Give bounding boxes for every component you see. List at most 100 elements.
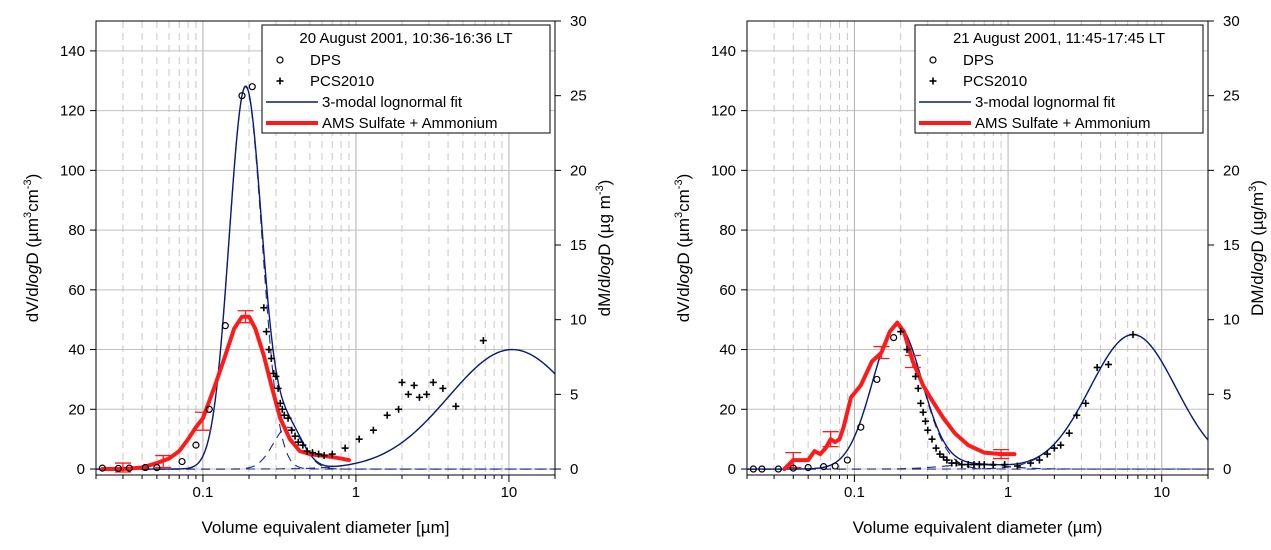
pcs-point [415,393,423,401]
y-tick-label: 140 [60,43,85,60]
pcs-point [952,459,960,467]
dps-point [819,463,828,471]
pcs-point [1013,462,1021,470]
y-tick-label: 80 [719,222,736,239]
pcs-point [1129,331,1137,339]
pcs-point [265,346,273,354]
pcs-point [897,328,905,336]
pcs-point [1001,461,1009,469]
pcs-point [294,438,302,446]
y2-tick-label: 25 [570,88,587,105]
fit-total-curve [96,85,555,470]
ams-error-bar [155,454,172,469]
pcs-point [958,461,966,469]
pcs-point [914,384,922,392]
y-tick-label: 100 [60,162,85,179]
x-tick-label: 1 [1004,484,1012,501]
pcs-point [308,449,316,457]
pcs-point [919,408,927,416]
data-layer [96,83,555,473]
y-tick-label: 80 [68,222,85,239]
legend-label: DPS [963,52,994,69]
x-tick-label: 0.1 [193,484,214,501]
pcs-point [928,435,936,443]
pcs-point [291,432,299,440]
y2-tick-label: 20 [570,162,587,179]
fit-mode-1-curve [96,86,555,470]
pcs-point [262,328,270,336]
y2-tick-label: 0 [1223,461,1231,478]
dps-point [192,441,200,449]
pcs-point [278,405,286,413]
pcs-point [912,372,920,380]
ams-error-bar [822,431,839,448]
pcs-point [1035,456,1043,464]
dps-point [221,322,229,330]
pcs-point [423,390,431,398]
pcs-point [429,378,437,386]
pcs-point [267,355,275,363]
pcs-point [341,444,349,452]
y2-tick-label: 30 [570,13,587,30]
y2-tick-label: 15 [1223,237,1240,254]
legend-label: DPS [310,52,341,69]
y2-axis-title: dM/dlogD (µg m-3) [594,180,614,317]
y-axis-title: dV/dlogD (µm3cm-3) [22,174,42,323]
x-axis-title: Volume equivalent diameter [µm] [202,518,450,537]
dps-point [843,456,851,464]
ams-error-bar [873,345,890,360]
pcs-point [272,372,280,380]
pcs-point [369,426,377,434]
chart-title: 21 August 2001, 11:45-17:45 LT [953,30,1165,47]
x-tick-label: 0.1 [844,484,865,501]
dps-point [831,462,839,470]
plot-frame [746,20,1209,476]
dps-point [758,465,766,473]
y-tick-label: 60 [68,282,85,299]
ams-error-bar [904,354,921,369]
legend: 20 August 2001, 10:36-16:36 LT DPS PCS2010… [261,24,551,134]
pcs-point [320,452,328,460]
dps-point [804,463,812,472]
dps-point [857,423,865,431]
pcs-point [410,381,418,389]
legend-label: PCS2010 [310,73,374,90]
pcs-point [1073,411,1081,419]
dps-point [114,464,122,473]
x-tick-label: 10 [1153,484,1170,501]
ams-line [100,314,351,472]
legend-box [914,24,1204,134]
pcs-point [1104,360,1112,368]
pcs-point [328,450,336,458]
y-tick-label: 20 [68,401,85,418]
legend-box [261,24,551,134]
dps-point [873,375,881,384]
y-tick-label: 40 [68,342,85,359]
pcs-point [1050,444,1058,452]
dps-point [248,83,256,91]
pcs-point [260,304,268,312]
pcs-point [303,447,311,455]
legend-marker-circle [929,56,937,64]
pcs-point [980,461,988,469]
pcs-point [1027,459,1035,467]
y2-tick-label: 5 [1223,386,1231,403]
dps-point [141,463,149,472]
pcs-point [355,435,363,443]
pcs-point [479,337,487,345]
ams-line [782,320,1017,472]
ams-error-bar [993,448,1010,460]
pcs-point [936,450,944,458]
data-layer [747,320,1208,473]
dps-point [890,334,898,342]
pcs-point [274,384,282,392]
y2-tick-label: 10 [570,312,587,329]
y2-tick-label: 0 [570,461,578,478]
pcs-point [299,441,307,449]
chart-panel-1: 0.1 1 10020406080100120140051015202530Volu… [22,13,614,537]
legend-label: PCS2010 [963,73,1027,90]
y2-tick-label: 5 [570,386,578,403]
legend: 21 August 2001, 11:45-17:45 LT DPS PCS2010… [914,24,1204,134]
pcs-point [921,417,929,425]
pcs-point [1065,429,1073,437]
